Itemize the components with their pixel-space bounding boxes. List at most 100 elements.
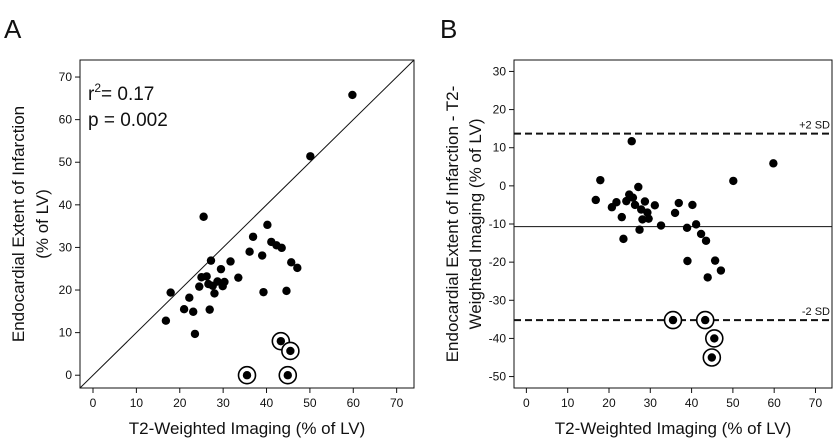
circled-data-point	[283, 371, 292, 380]
data-point	[259, 287, 268, 297]
panel-b-circled-points	[663, 310, 724, 367]
circled-data-point	[710, 334, 719, 343]
data-point	[638, 215, 647, 224]
sd-limit-label: +2 SD	[799, 120, 830, 132]
data-point	[696, 229, 706, 239]
x-tick-label: 60	[347, 396, 361, 410]
circled-data-point	[701, 315, 710, 325]
y-tick-label: 70	[59, 70, 73, 84]
x-tick-label: 70	[809, 396, 823, 410]
sd-limit-label: -2 SD	[802, 306, 830, 318]
panel-b-y-ticks: -50 -40 -30 -20 -10 0 10 20 30	[489, 64, 514, 384]
panel-a-r-squared: r2= 0.17	[88, 81, 154, 105]
panel-a-plot-frame	[79, 59, 415, 389]
x-tick-label: 40	[685, 396, 699, 410]
panel-b-reference-lines: +2 SD -2 SD	[514, 120, 832, 322]
data-point	[637, 205, 646, 214]
y-tick-label: 20	[59, 283, 73, 297]
data-point	[701, 236, 711, 245]
x-tick-label: 50	[726, 396, 740, 410]
panel-a-letter: A	[4, 14, 22, 44]
x-tick-label: 30	[216, 396, 230, 410]
y-tick-label: 0	[65, 368, 72, 382]
data-point	[635, 225, 644, 234]
panel-a-y-axis-label-line-1: Endocardial Extent of Infarction	[9, 106, 28, 342]
y-tick-label: 0	[499, 179, 506, 193]
panel-a-x-ticks: 0 10 20 30 40 50 60 70	[90, 388, 404, 410]
data-point	[206, 256, 216, 265]
data-point	[716, 266, 726, 275]
data-point	[710, 256, 720, 265]
x-tick-label: 70	[390, 396, 404, 410]
data-point	[216, 264, 226, 274]
data-point	[627, 137, 636, 146]
y-tick-label: -50	[489, 370, 507, 384]
data-point	[282, 286, 291, 296]
data-point	[596, 175, 605, 185]
data-point	[263, 220, 272, 230]
r-squared-prefix: r	[88, 84, 95, 105]
panel-b-y-axis-label-line-1: Endocardial Extent of Infarction - T2-	[443, 86, 462, 363]
panel-b-letter: B	[440, 14, 457, 44]
data-point	[220, 277, 229, 287]
panel-a-y-axis-label-line-2: (% of LV)	[33, 189, 52, 259]
panel-b-y-axis-label-line-2: Weighted Imaging (% of LV)	[466, 118, 485, 329]
data-point	[287, 258, 296, 267]
data-point	[179, 304, 189, 314]
data-point	[202, 272, 211, 281]
x-tick-label: 20	[173, 396, 187, 410]
data-point	[650, 201, 660, 210]
circled-data-point	[276, 336, 286, 346]
data-point	[161, 316, 171, 325]
data-point	[769, 159, 778, 168]
data-point	[688, 200, 697, 210]
x-tick-label: 30	[644, 396, 658, 410]
x-tick-label: 0	[90, 396, 97, 410]
data-point	[619, 234, 628, 244]
panel-b-x-ticks: 0 10 20 30 40 50 60 70	[523, 388, 822, 410]
data-point	[622, 196, 631, 206]
data-point	[210, 289, 219, 298]
data-point	[630, 200, 640, 210]
panel-b-points	[591, 137, 778, 282]
data-point	[640, 197, 650, 206]
circled-data-point	[707, 353, 717, 362]
panel-a-circled-points	[237, 331, 300, 385]
panel-a-identity-line	[80, 60, 414, 388]
data-point	[591, 195, 600, 205]
data-point	[185, 293, 194, 302]
y-tick-label: -10	[489, 217, 507, 231]
data-point	[226, 257, 235, 266]
panel-a-p-value: p = 0.002	[88, 110, 168, 131]
data-point	[306, 152, 315, 161]
data-point	[166, 288, 175, 297]
panel-a: A 0 10 20 30 40 50 60 70 0 10 20 30 40 50 60 70 T2-Wei…	[4, 14, 415, 438]
data-point	[257, 251, 267, 260]
data-point	[656, 221, 666, 230]
data-point	[293, 263, 302, 273]
data-point	[682, 223, 692, 233]
data-point	[189, 307, 198, 316]
circled-data-point	[668, 315, 678, 325]
circled-data-point	[242, 371, 252, 380]
data-point	[205, 305, 214, 314]
y-tick-label: 50	[59, 155, 73, 169]
data-point	[612, 198, 621, 207]
x-tick-label: 60	[768, 396, 782, 410]
data-point	[199, 212, 208, 221]
data-point	[248, 232, 258, 241]
r-squared-value: = 0.17	[101, 84, 154, 105]
x-tick-label: 20	[602, 396, 616, 410]
x-tick-label: 40	[260, 396, 274, 410]
y-tick-label: 40	[59, 198, 73, 212]
data-point	[348, 90, 357, 100]
x-tick-label: 10	[130, 396, 144, 410]
data-point	[190, 329, 200, 339]
x-tick-label: 0	[523, 396, 530, 410]
data-point	[683, 256, 692, 266]
x-tick-label: 50	[303, 396, 317, 410]
data-point	[644, 214, 653, 223]
data-point	[234, 273, 243, 282]
